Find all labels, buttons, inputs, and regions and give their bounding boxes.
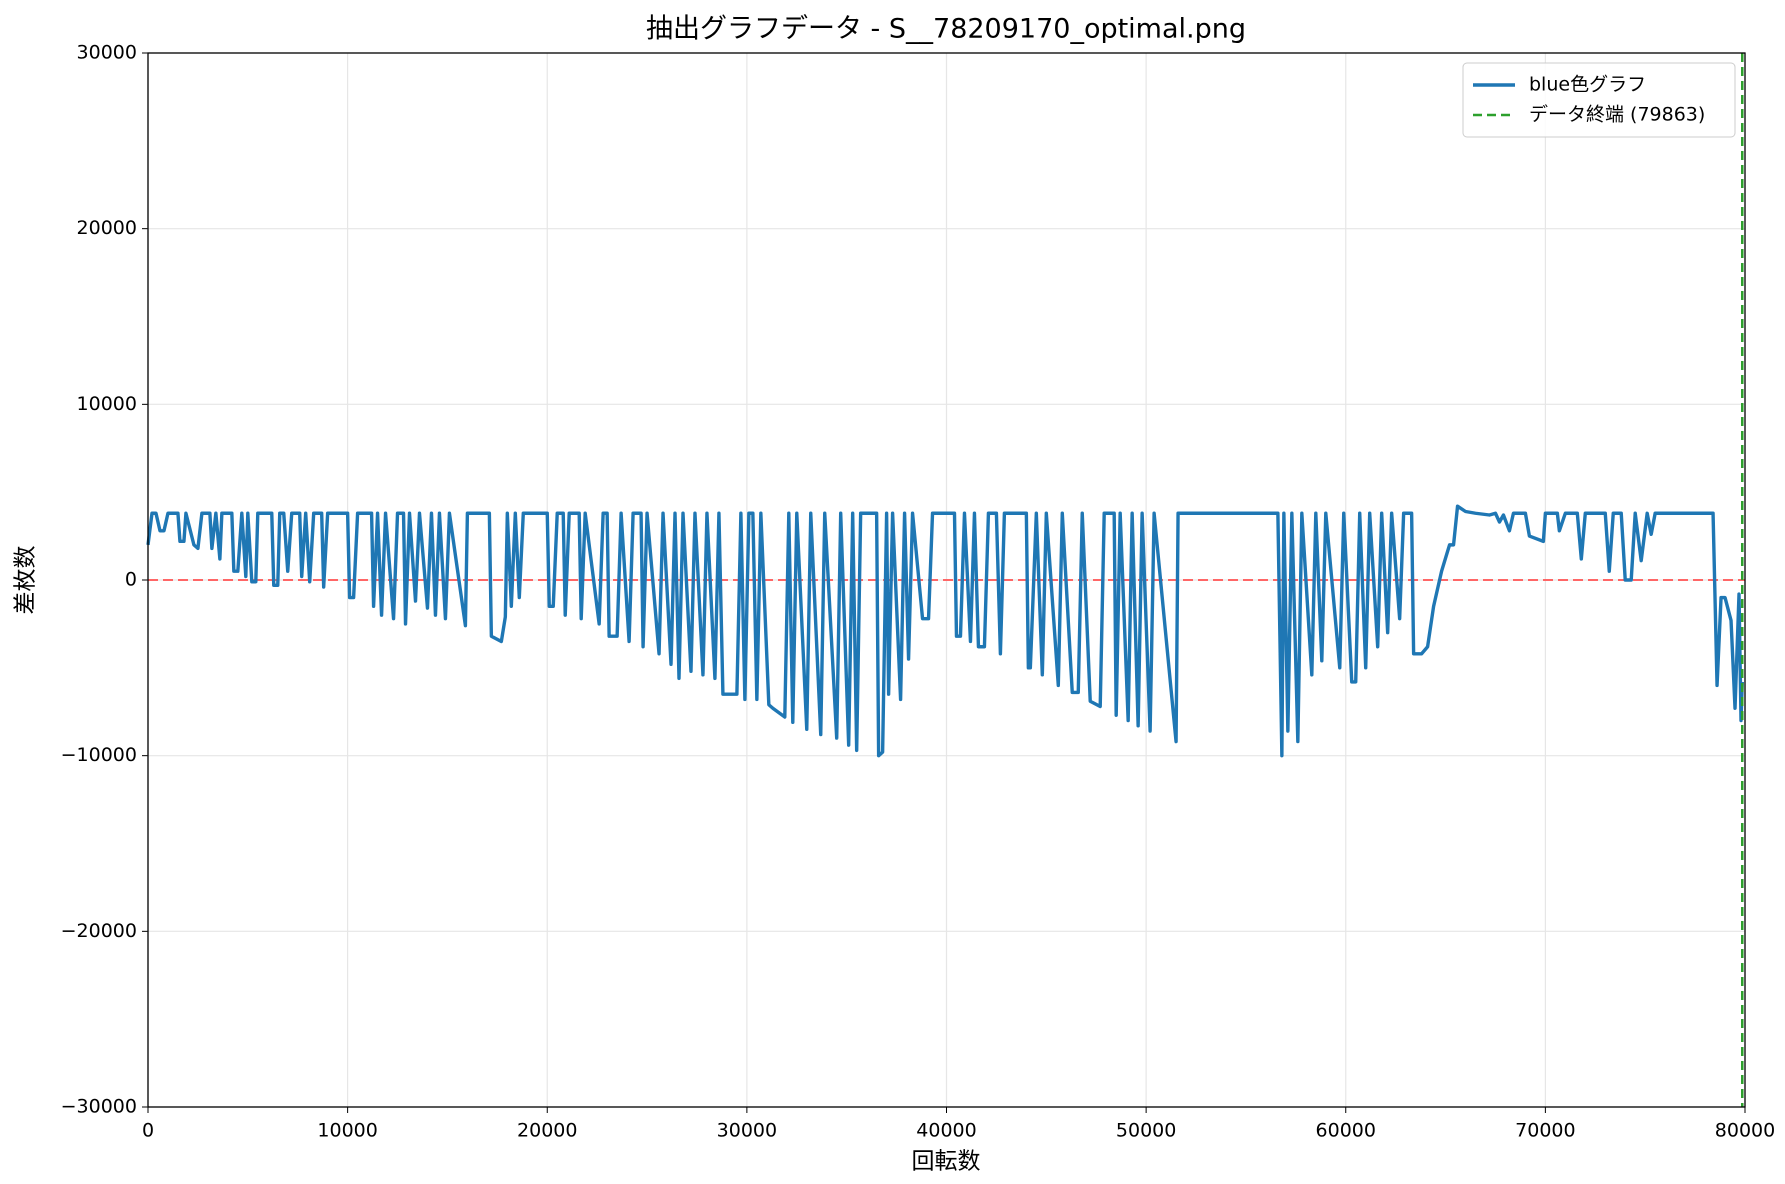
x-tick-label: 50000 (1116, 1120, 1176, 1142)
x-tick-label: 30000 (717, 1120, 777, 1142)
chart-title: 抽出グラフデータ - S__78209170_optimal.png (646, 14, 1246, 45)
y-tick-label: −20000 (61, 920, 137, 942)
y-axis-label: 差枚数 (13, 546, 39, 615)
x-tick-label: 10000 (317, 1120, 377, 1142)
y-tick-label: −30000 (61, 1096, 137, 1118)
x-tick-label: 20000 (517, 1120, 577, 1142)
x-axis-label: 回転数 (912, 1149, 981, 1175)
x-tick-label: 60000 (1316, 1120, 1376, 1142)
x-tick-label: 80000 (1715, 1120, 1775, 1142)
y-tick-label: 30000 (77, 42, 137, 64)
legend-box (1462, 62, 1736, 138)
y-tick-label: 0 (125, 569, 137, 591)
y-tick-label: 10000 (77, 393, 137, 415)
plot-frame (147, 52, 1746, 1108)
x-tick-label: 40000 (916, 1120, 976, 1142)
y-tick-label: −10000 (61, 744, 137, 766)
legend-label: データ終端 (79863) (1529, 104, 1705, 126)
y-tick-label: 20000 (77, 217, 137, 239)
data-line (146, 504, 1744, 758)
x-tick-label: 0 (142, 1120, 154, 1142)
x-tick-label: 70000 (1515, 1120, 1575, 1142)
legend-label: blue色グラフ (1529, 74, 1646, 96)
